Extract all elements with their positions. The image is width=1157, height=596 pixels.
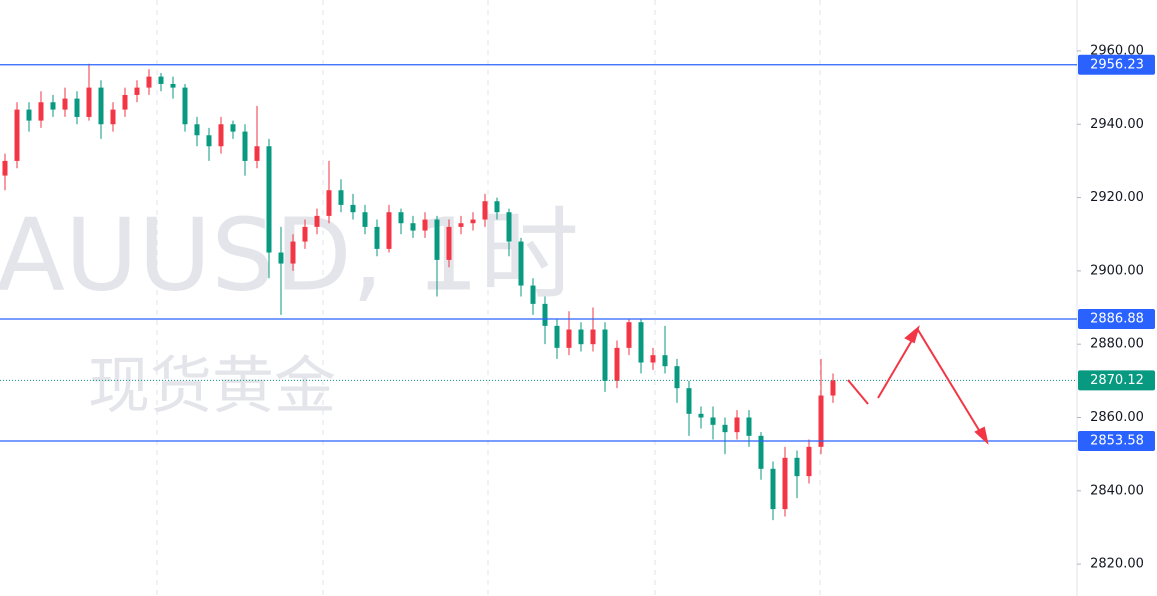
- candle-body: [266, 146, 272, 253]
- candle-body: [206, 135, 212, 147]
- candle-body: [338, 190, 344, 205]
- candle-body: [134, 87, 140, 95]
- candle-body: [50, 102, 56, 110]
- candle-body: [218, 124, 224, 147]
- y-tick-label: 2820.00: [1090, 557, 1144, 572]
- candle-body: [698, 413, 704, 418]
- candle-body: [806, 446, 812, 477]
- last-price-box: [1078, 370, 1155, 391]
- candle-body: [722, 424, 728, 433]
- candle-body: [518, 241, 524, 286]
- candle-body: [434, 219, 440, 260]
- level-label: 2853.58: [1090, 434, 1144, 449]
- level-label: 2956.23: [1090, 57, 1144, 72]
- candle-body: [170, 83, 176, 88]
- candle-body: [62, 98, 68, 110]
- watermark: XAUUSD, 1时: [0, 196, 579, 313]
- candle-body: [830, 380, 836, 396]
- candle-body: [626, 322, 632, 348]
- candle-body: [146, 76, 152, 88]
- level-label: 2886.88: [1090, 311, 1144, 326]
- candle-body: [314, 215, 320, 227]
- candle-body: [26, 109, 32, 121]
- candle-body: [542, 303, 548, 326]
- candle-body: [386, 212, 392, 249]
- candle-body: [278, 252, 284, 264]
- candle-body: [74, 98, 80, 117]
- candle-body: [506, 212, 512, 242]
- price-axis: 2820.00 2840.00 2860.00 2880.00 2900.00 2920.…: [1077, 43, 1155, 572]
- y-tick-label: 2900.00: [1090, 263, 1144, 278]
- candle-body: [326, 190, 332, 216]
- candle-body: [638, 322, 644, 363]
- candle-body: [182, 87, 188, 125]
- candle-body: [686, 388, 692, 414]
- candle-body: [782, 457, 788, 510]
- candle-body: [242, 131, 248, 161]
- candle-body: [362, 212, 368, 227]
- y-tick-label: 2920.00: [1090, 190, 1144, 205]
- candle-body: [746, 417, 752, 436]
- y-tick-label: 2880.00: [1090, 337, 1144, 352]
- candle-body: [194, 124, 200, 136]
- candle-body: [398, 212, 404, 224]
- candle-body: [734, 417, 740, 433]
- candle-body: [818, 395, 824, 447]
- candle-body: [566, 329, 572, 348]
- last-price-label: 2870.12: [1090, 373, 1144, 388]
- candle-body: [290, 241, 296, 264]
- projection: [847, 325, 989, 445]
- candle-body: [578, 329, 584, 345]
- candle-body: [98, 87, 104, 125]
- candle-body: [38, 102, 44, 121]
- candle-body: [674, 366, 680, 389]
- candle-body: [86, 87, 92, 117]
- level-label-box: [1078, 54, 1155, 75]
- level-label-box: [1078, 308, 1155, 329]
- candle-body: [650, 355, 656, 363]
- candle-body: [302, 226, 308, 242]
- candle-body: [446, 226, 452, 260]
- candle-body: [614, 347, 620, 381]
- y-tick-label: 2940.00: [1090, 117, 1144, 132]
- candle-body: [458, 223, 464, 227]
- candle-body: [758, 435, 764, 469]
- level-label-box: [1078, 431, 1155, 452]
- candle-body: [110, 109, 116, 125]
- plot: [0, 63, 1077, 521]
- candle-body: [2, 160, 8, 176]
- candle-body: [122, 94, 128, 110]
- candle-body: [158, 76, 164, 84]
- y-tick-label: 2860.00: [1090, 410, 1144, 425]
- candle-body: [374, 226, 380, 249]
- candle-body: [554, 325, 560, 348]
- candle-body: [494, 201, 500, 213]
- candle-body: [662, 355, 668, 367]
- candle-body: [482, 201, 488, 220]
- y-tick-label: 2960.00: [1090, 43, 1144, 58]
- candle-body: [350, 204, 356, 213]
- candle-body: [530, 285, 536, 304]
- candle-body: [794, 457, 800, 477]
- candle-body: [14, 109, 20, 161]
- watermark-subtitle: 现货黄金: [88, 349, 336, 422]
- candle-body: [590, 329, 596, 345]
- candle-body: [254, 146, 260, 161]
- candle-body: [422, 219, 428, 231]
- y-tick-label: 2840.00: [1090, 483, 1144, 498]
- candle-body: [230, 124, 236, 132]
- candle-body: [410, 223, 416, 231]
- candle-body: [602, 329, 608, 381]
- candle-body: [710, 417, 716, 425]
- candle-body: [470, 219, 476, 224]
- candle-body: [770, 468, 776, 510]
